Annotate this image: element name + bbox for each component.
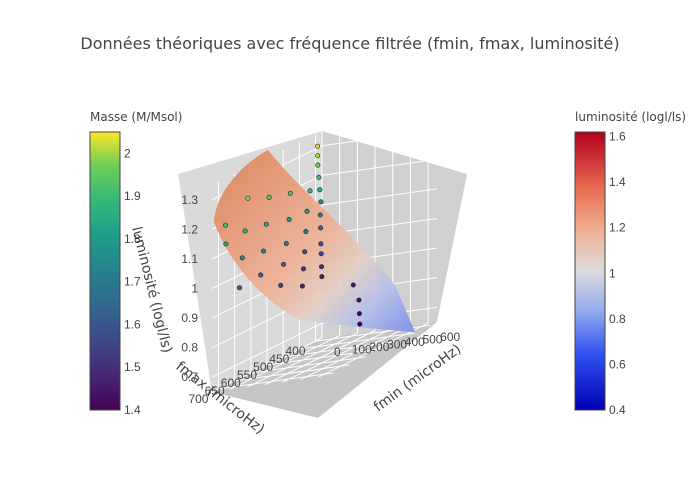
scatter-point[interactable] — [316, 174, 322, 180]
scatter-point[interactable] — [314, 143, 320, 149]
colorbar-tick-label: 1.5 — [124, 360, 141, 374]
colorbar-tick-label: 1.6 — [124, 317, 141, 331]
colorbar-tick-label: 0.8 — [609, 312, 626, 326]
scatter-point[interactable] — [283, 241, 289, 247]
gridline-z — [321, 129, 438, 147]
colorbar-tick-label: 1.8 — [124, 232, 141, 246]
colorbar-tick-label: 1.4 — [609, 175, 626, 189]
y-tick-label: 450 — [269, 352, 289, 366]
z-tick-label: 1.2 — [181, 222, 198, 236]
gridline-y — [234, 364, 350, 382]
colorbar-luminosity-ticks: 0.4 0.6 0.8 1 1.2 1.4 1.6 — [609, 130, 626, 417]
colorbar-tick-label: 2 — [124, 146, 131, 160]
y-tick-label: 400 — [285, 344, 305, 358]
colorbar-tick-label: 1.9 — [124, 189, 141, 203]
scatter-point[interactable] — [317, 187, 323, 193]
scatter-point[interactable] — [317, 212, 323, 218]
z-tick-label: 1 — [191, 282, 198, 296]
x-tick-label: 400 — [405, 335, 425, 349]
x-tick-label: 0 — [334, 345, 341, 359]
axis-tick-labels: 0.70.80.911.11.21.3400450500550600650700… — [181, 193, 460, 406]
colorbar-mass[interactable]: Masse (M/Msol) 1.4 1.5 1.6 1.7 1.8 1.9 2 — [89, 110, 182, 417]
scatter-point[interactable] — [357, 321, 363, 327]
y-tick-label: 700 — [188, 392, 208, 406]
colorbar-mass-ticks: 1.4 1.5 1.6 1.7 1.8 1.9 2 — [124, 146, 141, 417]
y-tick-label: 550 — [237, 368, 257, 382]
scatter-point[interactable] — [302, 249, 308, 255]
scatter-point[interactable] — [356, 297, 362, 303]
scatter-point[interactable] — [318, 241, 324, 247]
x-tick-label: 300 — [387, 338, 407, 352]
surface-patch — [214, 150, 415, 332]
colorbar-tick-label: 1.4 — [124, 403, 141, 417]
gridline-z — [321, 188, 438, 206]
scatter-point[interactable] — [303, 229, 309, 235]
y-tick-label: 500 — [253, 360, 273, 374]
colorbar-tick-label: 1 — [609, 266, 616, 280]
colorbar-luminosity-title: luminosité (logl/ls) — [575, 110, 686, 124]
scatter-point[interactable] — [318, 264, 324, 270]
scatter-point[interactable] — [263, 221, 269, 227]
colorbar-tick-label: 1.7 — [124, 275, 141, 289]
colorbar-luminosity-gradient — [574, 131, 606, 411]
z-tick-label: 1.3 — [181, 193, 198, 207]
z-tick-label: 0.9 — [181, 311, 198, 325]
z-tick-label: 1.1 — [181, 252, 198, 266]
z-tick-label: 0.7 — [181, 370, 198, 384]
x-tick-label: 200 — [369, 340, 389, 354]
colorbar-luminosity[interactable]: luminosité (logl/ls) 0.4 0.6 0.8 1 1.2 1.4 1.6 — [574, 110, 686, 417]
colorbar-mass-gradient — [89, 131, 121, 411]
scatter-point[interactable] — [300, 266, 306, 272]
scatter-point[interactable] — [278, 282, 284, 288]
scatter-point[interactable] — [350, 282, 356, 288]
scatter-point[interactable] — [223, 222, 229, 228]
scatter-point[interactable] — [318, 251, 324, 257]
gridline-z — [321, 158, 438, 176]
scatter-point[interactable] — [286, 217, 292, 223]
scatter-point[interactable] — [304, 208, 310, 214]
luminosity-surface — [214, 150, 415, 332]
scatter-point[interactable] — [223, 241, 229, 247]
scatter-point[interactable] — [287, 190, 293, 196]
colorbar-tick-label: 0.4 — [609, 403, 626, 417]
scatter-point[interactable] — [299, 283, 305, 289]
scatter-point[interactable] — [319, 274, 325, 280]
colorbar-tick-label: 1.2 — [609, 221, 626, 235]
colorbar-mass-title: Masse (M/Msol) — [90, 110, 182, 124]
scatter-point[interactable] — [318, 199, 324, 205]
scatter-point[interactable] — [258, 272, 264, 278]
scatter-layer — [223, 143, 363, 327]
scatter-point[interactable] — [280, 261, 286, 267]
gridline-y — [299, 332, 415, 350]
y-tick-label: 600 — [221, 376, 241, 390]
scatter-point[interactable] — [315, 162, 321, 168]
colorbar-tick-label: 0.6 — [609, 357, 626, 371]
scatter-point[interactable] — [237, 285, 243, 291]
scatter-point[interactable] — [245, 195, 251, 201]
y-tick-label: 650 — [205, 384, 225, 398]
colorbar-tick-label: 1.6 — [609, 130, 626, 144]
scatter-point[interactable] — [260, 248, 266, 254]
gridline-y — [283, 340, 399, 358]
x-tick-label: 600 — [440, 330, 460, 344]
scatter-point[interactable] — [318, 225, 324, 231]
scatter-point[interactable] — [266, 194, 272, 200]
x-tick-label: 100 — [352, 343, 372, 357]
scatter-point[interactable] — [307, 188, 313, 194]
z-tick-label: 0.8 — [181, 341, 198, 355]
scatter-point[interactable] — [242, 228, 248, 234]
chart-title: Données théoriques avec fréquence filtré… — [80, 34, 620, 53]
gridline-y — [250, 356, 366, 374]
gridline-y — [218, 372, 334, 390]
scatter-point[interactable] — [239, 255, 245, 261]
scatter-point[interactable] — [315, 153, 321, 159]
gridline-y — [266, 348, 383, 366]
scatter-point[interactable] — [356, 311, 362, 317]
x-tick-label: 500 — [422, 333, 442, 347]
